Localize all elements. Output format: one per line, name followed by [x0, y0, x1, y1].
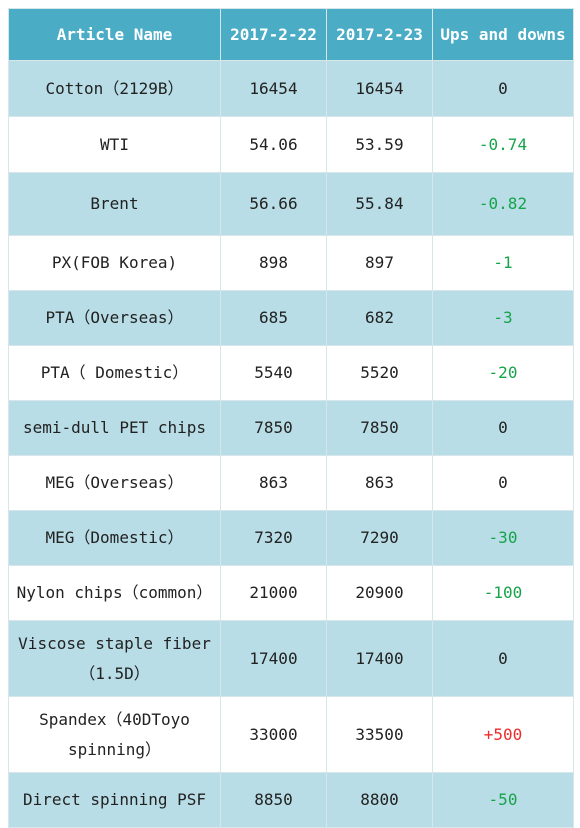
price-2017-2-22-cell: 7320 — [220, 510, 327, 566]
price-2017-2-22-cell: 8850 — [220, 772, 327, 828]
change-cell: 0 — [432, 620, 574, 697]
price-2017-2-23-cell: 7850 — [326, 400, 433, 456]
table-row: Spandex（40DToyo spinning） 33000 33500 +5… — [8, 696, 574, 773]
price-2017-2-23-cell: 53.59 — [326, 116, 433, 173]
price-2017-2-22-cell: 21000 — [220, 565, 327, 621]
table-row: semi-dull PET chips 7850 7850 0 — [8, 400, 574, 456]
table-row: Brent 56.66 55.84 -0.82 — [8, 172, 574, 236]
table-row: WTI 54.06 53.59 -0.74 — [8, 116, 574, 173]
table-row: Direct spinning PSF 8850 8800 -50 — [8, 772, 574, 828]
price-2017-2-22-cell: 5540 — [220, 345, 327, 401]
price-2017-2-23-cell: 33500 — [326, 696, 433, 773]
price-2017-2-23-cell: 16454 — [326, 60, 433, 117]
table-row: PX(FOB Korea) 898 897 -1 — [8, 235, 574, 291]
article-name-cell: Nylon chips（common） — [8, 565, 221, 621]
table-row: PTA（Overseas） 685 682 -3 — [8, 290, 574, 346]
price-2017-2-22-cell: 863 — [220, 455, 327, 511]
article-name-cell: semi-dull PET chips — [8, 400, 221, 456]
article-name-cell: WTI — [8, 116, 221, 173]
article-name-cell: Direct spinning PSF — [8, 772, 221, 828]
header-date-1: 2017-2-22 — [220, 8, 327, 61]
article-name-cell: MEG（Domestic） — [8, 510, 221, 566]
change-cell: 0 — [432, 400, 574, 456]
table-row: MEG（Overseas） 863 863 0 — [8, 455, 574, 511]
price-2017-2-23-cell: 5520 — [326, 345, 433, 401]
table-row: Viscose staple fiber（1.5D） 17400 17400 0 — [8, 620, 574, 697]
price-2017-2-23-cell: 20900 — [326, 565, 433, 621]
table-row: Cotton（2129B） 16454 16454 0 — [8, 60, 574, 117]
article-name-cell: PX(FOB Korea) — [8, 235, 221, 291]
change-cell: 0 — [432, 455, 574, 511]
price-2017-2-22-cell: 54.06 — [220, 116, 327, 173]
header-ups-and-downs: Ups and downs — [432, 8, 574, 61]
header-article-name: Article Name — [8, 8, 221, 61]
table-row: PTA（ Domestic） 5540 5520 -20 — [8, 345, 574, 401]
change-cell: +500 — [432, 696, 574, 773]
article-name-cell: PTA（Overseas） — [8, 290, 221, 346]
price-2017-2-23-cell: 8800 — [326, 772, 433, 828]
price-2017-2-22-cell: 685 — [220, 290, 327, 346]
change-cell: -100 — [432, 565, 574, 621]
price-2017-2-22-cell: 33000 — [220, 696, 327, 773]
price-2017-2-23-cell: 682 — [326, 290, 433, 346]
article-name-cell: Viscose staple fiber（1.5D） — [8, 620, 221, 697]
price-2017-2-22-cell: 898 — [220, 235, 327, 291]
change-cell: -0.74 — [432, 116, 574, 173]
header-row: Article Name 2017-2-22 2017-2-23 Ups and… — [8, 8, 574, 61]
change-cell: -50 — [432, 772, 574, 828]
article-name-cell: MEG（Overseas） — [8, 455, 221, 511]
price-2017-2-22-cell: 56.66 — [220, 172, 327, 236]
price-2017-2-23-cell: 863 — [326, 455, 433, 511]
article-name-cell: PTA（ Domestic） — [8, 345, 221, 401]
price-2017-2-23-cell: 897 — [326, 235, 433, 291]
change-cell: -20 — [432, 345, 574, 401]
change-cell: 0 — [432, 60, 574, 117]
price-2017-2-22-cell: 16454 — [220, 60, 327, 117]
price-2017-2-23-cell: 7290 — [326, 510, 433, 566]
price-2017-2-23-cell: 55.84 — [326, 172, 433, 236]
top-strip — [0, 0, 580, 8]
change-cell: -1 — [432, 235, 574, 291]
article-name-cell: Spandex（40DToyo spinning） — [8, 696, 221, 773]
article-name-cell: Brent — [8, 172, 221, 236]
table-row: MEG（Domestic） 7320 7290 -30 — [8, 510, 574, 566]
article-name-cell: Cotton（2129B） — [8, 60, 221, 117]
price-2017-2-22-cell: 17400 — [220, 620, 327, 697]
price-table: Article Name 2017-2-22 2017-2-23 Ups and… — [8, 8, 574, 828]
price-2017-2-23-cell: 17400 — [326, 620, 433, 697]
change-cell: -30 — [432, 510, 574, 566]
change-cell: -3 — [432, 290, 574, 346]
change-cell: -0.82 — [432, 172, 574, 236]
header-date-2: 2017-2-23 — [326, 8, 433, 61]
table-row: Nylon chips（common） 21000 20900 -100 — [8, 565, 574, 621]
price-2017-2-22-cell: 7850 — [220, 400, 327, 456]
